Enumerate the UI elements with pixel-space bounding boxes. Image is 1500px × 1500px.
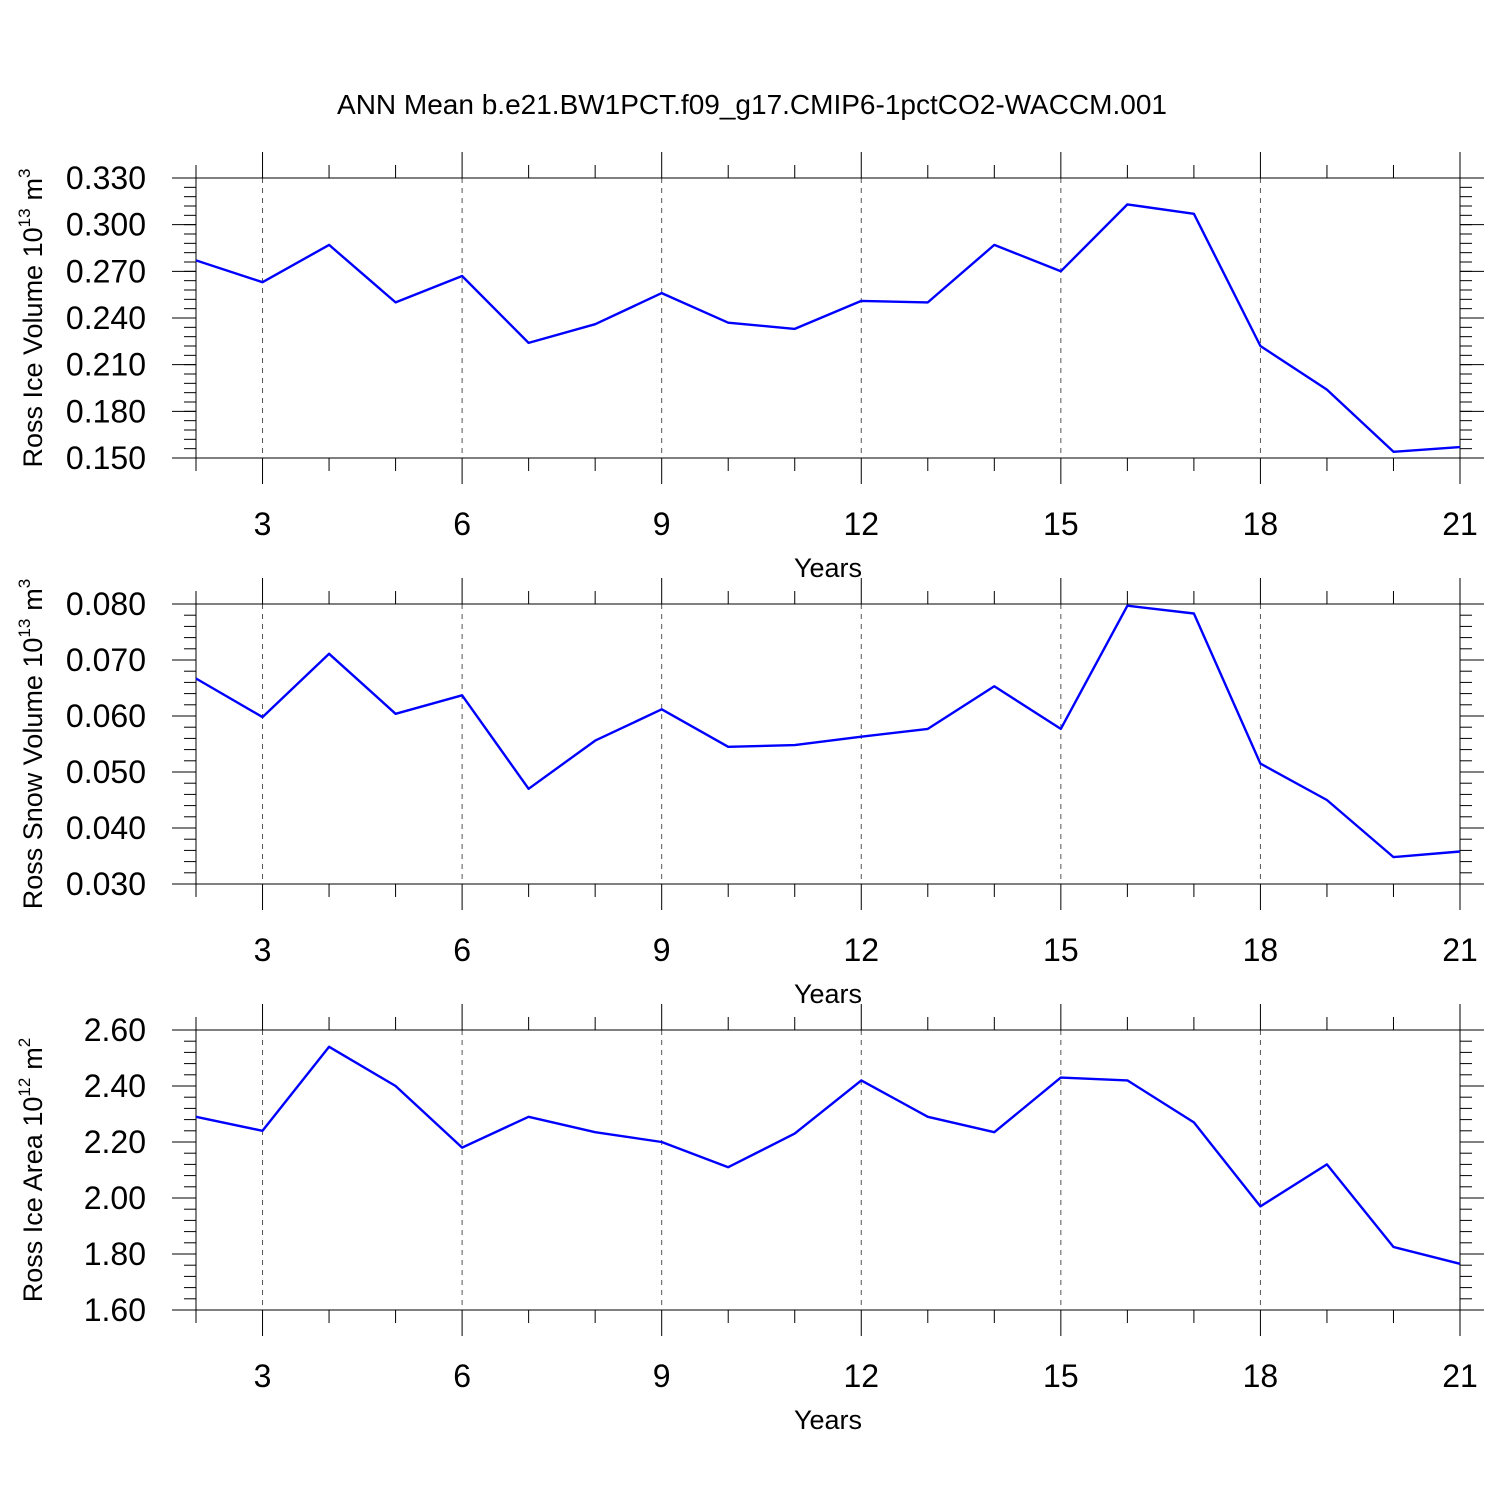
x-tick-label: 12 <box>843 932 879 968</box>
y-tick-label: 0.300 <box>66 207 146 243</box>
y-axis-label: Ross Snow Volume 1013 m3 <box>15 579 48 910</box>
x-tick-label: 12 <box>843 506 879 542</box>
x-tick-label: 18 <box>1243 506 1279 542</box>
x-tick-label: 6 <box>453 506 471 542</box>
x-tick-label: 12 <box>843 1358 879 1394</box>
panel-1: 0.150 0.180 0.210 0.240 0.270 0.300 0.330 3 6 9 12… <box>15 152 1484 583</box>
x-axis-label: Years <box>794 1405 862 1435</box>
figure-title: ANN Mean b.e21.BW1PCT.f09_g17.CMIP6-1pct… <box>337 89 1167 120</box>
y-tick-label: 2.20 <box>84 1124 146 1160</box>
y-tick-label: 0.270 <box>66 253 146 289</box>
y-tick-label: 1.80 <box>84 1236 146 1272</box>
y-axis-label-unit-exponent: 3 <box>15 168 34 177</box>
y-tick-label: 0.030 <box>66 866 146 902</box>
y-axis-label-text: Ross Snow Volume 10 <box>18 638 48 910</box>
series-line <box>195 604 1461 859</box>
x-tick-label: 15 <box>1043 932 1079 968</box>
series-line <box>195 1045 1461 1265</box>
x-tick-label: 18 <box>1243 932 1279 968</box>
y-axis-label-exponent: 13 <box>15 619 34 638</box>
series-line <box>195 203 1461 453</box>
x-tick-label: 3 <box>254 1358 272 1394</box>
x-tick-label: 9 <box>653 1358 671 1394</box>
y-axis-label-exponent: 12 <box>15 1078 34 1097</box>
panel-2: 0.030 0.040 0.050 0.060 0.070 0.080 3 6 9 12 15 18 2… <box>15 578 1484 1009</box>
y-tick-label: 0.210 <box>66 347 146 383</box>
y-tick-label: 0.080 <box>66 586 146 622</box>
x-tick-label: 15 <box>1043 1358 1079 1394</box>
x-tick-label: 18 <box>1243 1358 1279 1394</box>
y-axis-label-text: Ross Ice Area 10 <box>18 1097 48 1303</box>
x-tick-label: 9 <box>653 506 671 542</box>
x-axis-label: Years <box>794 553 862 583</box>
y-tick-label: 0.040 <box>66 810 146 846</box>
y-axis-label-unit: m <box>18 1047 48 1070</box>
panel-3: 1.60 1.80 2.00 2.20 2.40 2.60 3 6 9 12 15 18 21 Years… <box>15 1004 1484 1435</box>
y-axis-label-exponent: 13 <box>15 208 34 227</box>
x-tick-label: 6 <box>453 932 471 968</box>
y-tick-label: 0.240 <box>66 300 146 336</box>
y-axis-label-unit: m <box>18 178 48 201</box>
panels: 0.150 0.180 0.210 0.240 0.270 0.300 0.330 3 6 9 12… <box>15 152 1484 1435</box>
y-tick-label: 0.060 <box>66 698 146 734</box>
plot-frame <box>195 603 1461 885</box>
x-tick-label: 3 <box>254 932 272 968</box>
y-axis-label: Ross Ice Volume 1013 m3 <box>15 168 48 467</box>
x-tick-label: 3 <box>254 506 272 542</box>
y-tick-label: 2.00 <box>84 1180 146 1216</box>
y-axis-label-unit-exponent: 2 <box>15 1038 34 1047</box>
y-tick-label: 0.050 <box>66 754 146 790</box>
y-axis-label-unit: m <box>18 588 48 611</box>
x-tick-label: 21 <box>1442 932 1478 968</box>
x-tick-label: 15 <box>1043 506 1079 542</box>
y-axis-label-text: Ross Ice Volume 10 <box>18 227 48 467</box>
y-tick-label: 0.150 <box>66 440 146 476</box>
x-tick-label: 21 <box>1442 1358 1478 1394</box>
y-tick-label: 1.60 <box>84 1292 146 1328</box>
x-tick-label: 9 <box>653 932 671 968</box>
x-tick-label: 6 <box>453 1358 471 1394</box>
y-tick-label: 0.180 <box>66 393 146 429</box>
y-tick-label: 0.070 <box>66 642 146 678</box>
y-tick-label: 0.330 <box>66 160 146 196</box>
y-tick-label: 2.40 <box>84 1068 146 1104</box>
y-axis-label-unit-exponent: 3 <box>15 579 34 588</box>
y-axis-label: Ross Ice Area 1012 m2 <box>15 1038 48 1303</box>
y-tick-label: 2.60 <box>84 1012 146 1048</box>
x-tick-label: 21 <box>1442 506 1478 542</box>
x-axis-label: Years <box>794 979 862 1009</box>
plot-frame <box>195 1029 1461 1311</box>
